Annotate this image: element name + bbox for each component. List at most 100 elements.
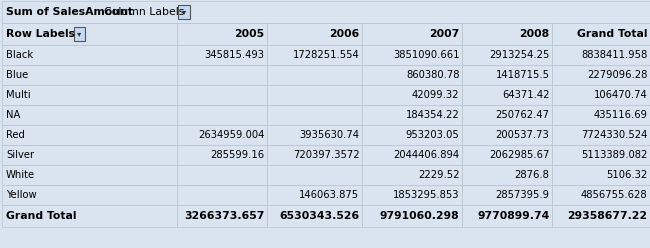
Text: 720397.3572: 720397.3572 xyxy=(292,150,359,160)
Bar xyxy=(362,45,462,65)
Text: 1728251.554: 1728251.554 xyxy=(292,50,359,60)
Text: 285599.16: 285599.16 xyxy=(210,150,265,160)
Bar xyxy=(462,105,552,125)
Bar xyxy=(462,85,552,105)
Text: 8838411.958: 8838411.958 xyxy=(581,50,647,60)
Bar xyxy=(2,85,177,105)
Bar xyxy=(267,185,362,205)
Text: 3851090.661: 3851090.661 xyxy=(393,50,460,60)
Text: 3935630.74: 3935630.74 xyxy=(300,130,359,140)
Text: 1418715.5: 1418715.5 xyxy=(495,70,549,80)
Bar xyxy=(267,65,362,85)
Text: Row Labels: Row Labels xyxy=(6,29,75,39)
Bar xyxy=(462,205,552,227)
Text: 106470.74: 106470.74 xyxy=(593,90,647,100)
Text: 2044406.894: 2044406.894 xyxy=(393,150,460,160)
Bar xyxy=(177,145,267,165)
Text: Multi: Multi xyxy=(6,90,31,100)
Text: White: White xyxy=(6,170,35,180)
Bar xyxy=(267,105,362,125)
Bar xyxy=(462,185,552,205)
Bar xyxy=(177,65,267,85)
Bar xyxy=(2,23,177,45)
Text: ▾: ▾ xyxy=(77,30,81,38)
Bar xyxy=(2,165,177,185)
Bar xyxy=(362,205,462,227)
Text: 3266373.657: 3266373.657 xyxy=(184,211,265,221)
Text: NA: NA xyxy=(6,110,20,120)
Bar xyxy=(2,145,177,165)
Bar xyxy=(177,185,267,205)
Text: 7724330.524: 7724330.524 xyxy=(581,130,647,140)
Text: Sum of SalesAmount: Sum of SalesAmount xyxy=(6,7,133,17)
Text: 9770899.74: 9770899.74 xyxy=(477,211,549,221)
Text: 435116.69: 435116.69 xyxy=(593,110,647,120)
Text: 1853295.853: 1853295.853 xyxy=(393,190,460,200)
Bar xyxy=(267,45,362,65)
Bar xyxy=(552,185,650,205)
Text: 2913254.25: 2913254.25 xyxy=(489,50,549,60)
Text: Blue: Blue xyxy=(6,70,28,80)
Text: 2876.8: 2876.8 xyxy=(515,170,549,180)
Text: Black: Black xyxy=(6,50,33,60)
Text: 5113389.082: 5113389.082 xyxy=(581,150,647,160)
Bar xyxy=(362,185,462,205)
Bar xyxy=(362,23,462,45)
Bar xyxy=(362,145,462,165)
Bar xyxy=(462,125,552,145)
Bar xyxy=(2,65,177,85)
Text: 2279096.28: 2279096.28 xyxy=(587,70,647,80)
Text: 860380.78: 860380.78 xyxy=(406,70,460,80)
Bar xyxy=(267,23,362,45)
Bar xyxy=(462,65,552,85)
Bar xyxy=(362,65,462,85)
Bar xyxy=(552,125,650,145)
Bar xyxy=(462,45,552,65)
Text: Red: Red xyxy=(6,130,25,140)
Bar xyxy=(552,23,650,45)
Bar xyxy=(177,45,267,65)
Text: 29358677.22: 29358677.22 xyxy=(567,211,647,221)
Text: 64371.42: 64371.42 xyxy=(502,90,549,100)
Text: 146063.875: 146063.875 xyxy=(299,190,359,200)
Bar xyxy=(362,125,462,145)
Bar xyxy=(462,23,552,45)
Bar xyxy=(552,65,650,85)
Bar xyxy=(177,105,267,125)
Text: 2062985.67: 2062985.67 xyxy=(489,150,549,160)
Bar xyxy=(362,165,462,185)
Text: 9791060.298: 9791060.298 xyxy=(380,211,460,221)
Bar xyxy=(177,23,267,45)
Bar xyxy=(362,105,462,125)
Text: 184354.22: 184354.22 xyxy=(406,110,460,120)
Bar xyxy=(267,125,362,145)
Text: 2857395.9: 2857395.9 xyxy=(495,190,549,200)
Text: 2229.52: 2229.52 xyxy=(418,170,460,180)
Bar xyxy=(2,185,177,205)
Bar xyxy=(552,165,650,185)
Bar xyxy=(362,85,462,105)
Bar xyxy=(267,165,362,185)
Text: 4856755.628: 4856755.628 xyxy=(581,190,647,200)
Bar xyxy=(267,85,362,105)
Bar xyxy=(177,165,267,185)
Bar xyxy=(552,145,650,165)
Bar xyxy=(2,125,177,145)
Bar xyxy=(177,125,267,145)
Bar xyxy=(177,205,267,227)
Text: 953203.05: 953203.05 xyxy=(406,130,460,140)
Bar xyxy=(552,85,650,105)
Bar xyxy=(178,5,190,19)
Bar xyxy=(552,105,650,125)
Bar xyxy=(2,205,177,227)
Text: 5106.32: 5106.32 xyxy=(606,170,647,180)
Text: 6530343.526: 6530343.526 xyxy=(280,211,359,221)
Text: 345815.493: 345815.493 xyxy=(204,50,265,60)
Text: Column Labels: Column Labels xyxy=(103,7,184,17)
Text: Grand Total: Grand Total xyxy=(577,29,647,39)
Text: 2007: 2007 xyxy=(429,29,460,39)
Text: Yellow: Yellow xyxy=(6,190,36,200)
Text: ▾: ▾ xyxy=(182,7,186,17)
Text: 2006: 2006 xyxy=(329,29,359,39)
Bar xyxy=(177,85,267,105)
